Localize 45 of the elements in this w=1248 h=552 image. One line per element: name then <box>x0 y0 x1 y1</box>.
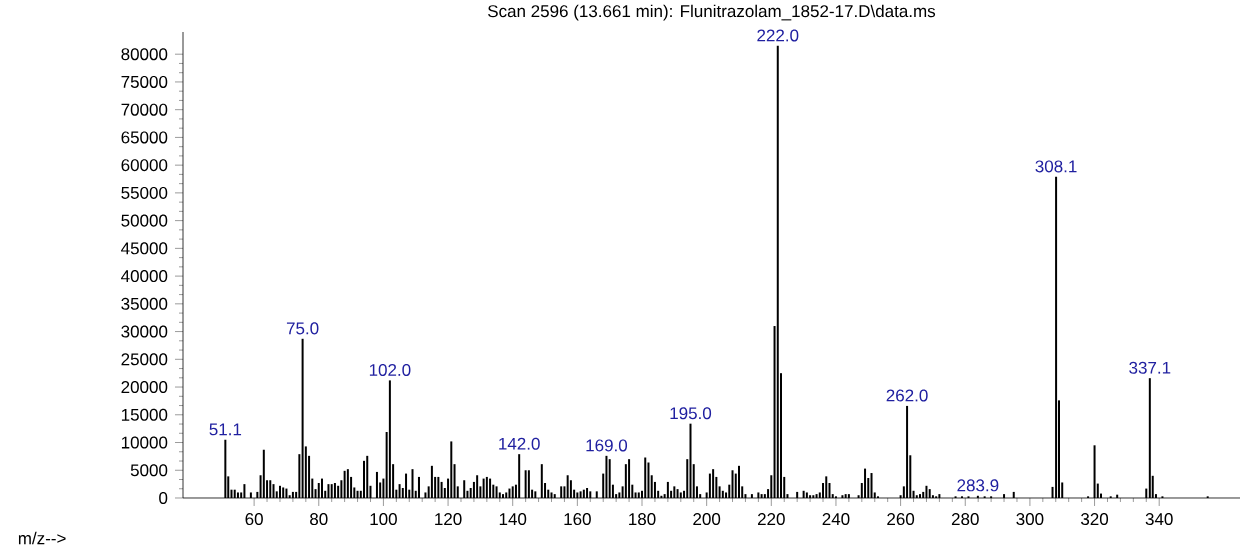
x-tick-label: 140 <box>499 513 527 526</box>
annotation: 283.9 <box>957 479 999 492</box>
annotation: 51.1 <box>209 423 242 436</box>
y-tick-label: 5000 <box>130 464 168 477</box>
annotation: 102.0 <box>369 363 411 376</box>
annotation: 195.0 <box>670 407 712 420</box>
chart-title: Scan 2596 (13.661 min): Flunitrazolam_1852-17.D\data.ms <box>488 4 936 21</box>
y-tick-label: 60000 <box>121 159 168 172</box>
annotation: 337.1 <box>1129 361 1171 374</box>
annotation: 222.0 <box>757 29 799 42</box>
y-tick-label: 20000 <box>121 381 168 394</box>
y-tick-label: 50000 <box>121 214 168 227</box>
y-tick-label: 45000 <box>121 242 168 255</box>
x-tick-label: 200 <box>693 513 721 526</box>
x-tick-label: 280 <box>951 513 979 526</box>
annotation: 75.0 <box>286 322 319 335</box>
annotation: 142.0 <box>499 437 540 450</box>
y-tick-label: 75000 <box>121 75 168 88</box>
y-tick-label: 0 <box>159 492 168 505</box>
y-tick-label: 65000 <box>121 131 168 144</box>
x-tick-label: 180 <box>629 513 656 526</box>
x-tick-label: 320 <box>1081 513 1109 526</box>
x-tick-label: 160 <box>564 513 591 526</box>
x-tick-label: 100 <box>370 513 397 526</box>
x-tick-label: 340 <box>1145 513 1173 526</box>
x-tick-label: 240 <box>822 513 850 526</box>
annotation: 262.0 <box>886 389 928 402</box>
annotation: 169.0 <box>586 439 628 452</box>
x-tick-label: 80 <box>310 513 328 526</box>
x-axis-title: m/z--> <box>18 531 66 545</box>
y-tick-label: 25000 <box>121 353 168 366</box>
y-tick-label: 40000 <box>121 270 168 283</box>
annotation: 308.1 <box>1035 160 1077 173</box>
y-tick-label: 70000 <box>121 103 168 116</box>
y-tick-label: 10000 <box>121 436 168 449</box>
y-tick-label: 80000 <box>121 48 168 61</box>
x-tick-label: 120 <box>435 513 462 526</box>
y-tick-label: 15000 <box>121 408 168 421</box>
x-tick-label: 60 <box>245 513 263 526</box>
y-tick-label: 30000 <box>121 325 168 338</box>
x-tick-label: 300 <box>1016 513 1044 526</box>
x-tick-label: 260 <box>887 513 915 526</box>
y-tick-label: 55000 <box>121 186 168 199</box>
y-tick-label: 35000 <box>121 297 168 310</box>
x-tick-label: 220 <box>757 513 785 526</box>
